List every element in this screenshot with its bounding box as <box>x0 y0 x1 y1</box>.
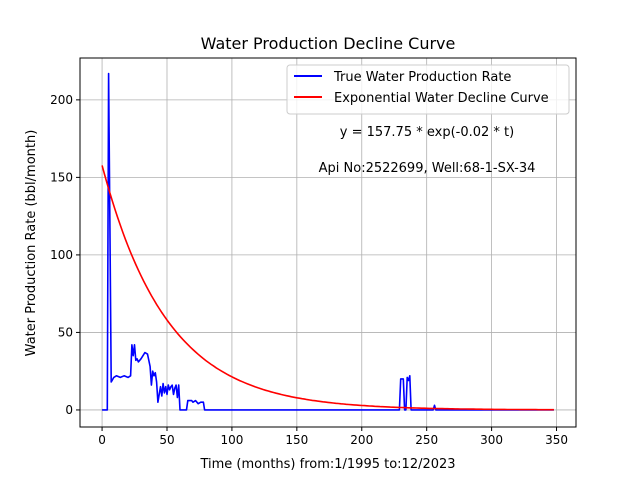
legend-box <box>286 64 570 115</box>
x-axis-ticks: 0 50 100 150 200 250 300 350 <box>98 427 568 447</box>
y-tick-label: 100 <box>50 248 73 262</box>
x-tick-label: 0 <box>98 433 106 447</box>
x-tick-label: 200 <box>350 433 373 447</box>
equation-annotation: y = 157.75 * exp(-0.02 * t) <box>340 125 514 140</box>
well-annotation: Api No:2522699, Well:68-1-SX-34 <box>319 161 536 176</box>
y-axis-ticks: 0 50 100 150 200 <box>50 93 80 417</box>
true-rate-line <box>102 72 554 411</box>
y-tick-label: 200 <box>50 93 73 107</box>
y-tick-label: 150 <box>50 170 73 184</box>
plot-frame <box>79 57 577 428</box>
y-axis-label: Water Production Rate (bbl/month) <box>24 130 39 357</box>
x-tick-label: 50 <box>159 433 174 447</box>
x-tick-label: 150 <box>285 433 308 447</box>
x-tick-label: 350 <box>545 433 568 447</box>
legend: True Water Production Rate Exponential W… <box>286 64 570 115</box>
x-tick-label: 250 <box>415 433 438 447</box>
y-tick-label: 50 <box>58 325 73 339</box>
series-layer <box>101 72 554 411</box>
legend-label-true-rate: True Water Production Rate <box>333 70 511 85</box>
exp-decline-curve <box>101 165 554 411</box>
legend-label-exp-curve: Exponential Water Decline Curve <box>334 91 549 106</box>
x-axis-label: Time (months) from:1/1995 to:12/2023 <box>199 457 455 472</box>
grid-lines <box>80 58 576 427</box>
y-tick-label: 0 <box>65 403 73 417</box>
x-tick-label: 300 <box>480 433 503 447</box>
chart-title: Water Production Decline Curve <box>201 34 456 53</box>
x-tick-label: 100 <box>220 433 243 447</box>
